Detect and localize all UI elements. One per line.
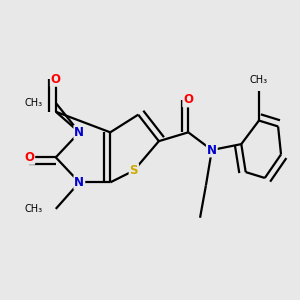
Text: S: S xyxy=(130,164,138,177)
Text: N: N xyxy=(74,176,84,189)
Text: CH₃: CH₃ xyxy=(250,75,268,85)
Text: CH₃: CH₃ xyxy=(24,204,43,214)
Text: O: O xyxy=(51,73,61,86)
Text: O: O xyxy=(24,151,34,164)
Text: O: O xyxy=(183,93,193,106)
Text: CH₃: CH₃ xyxy=(24,98,43,108)
Text: N: N xyxy=(207,143,217,157)
Text: N: N xyxy=(74,126,84,139)
